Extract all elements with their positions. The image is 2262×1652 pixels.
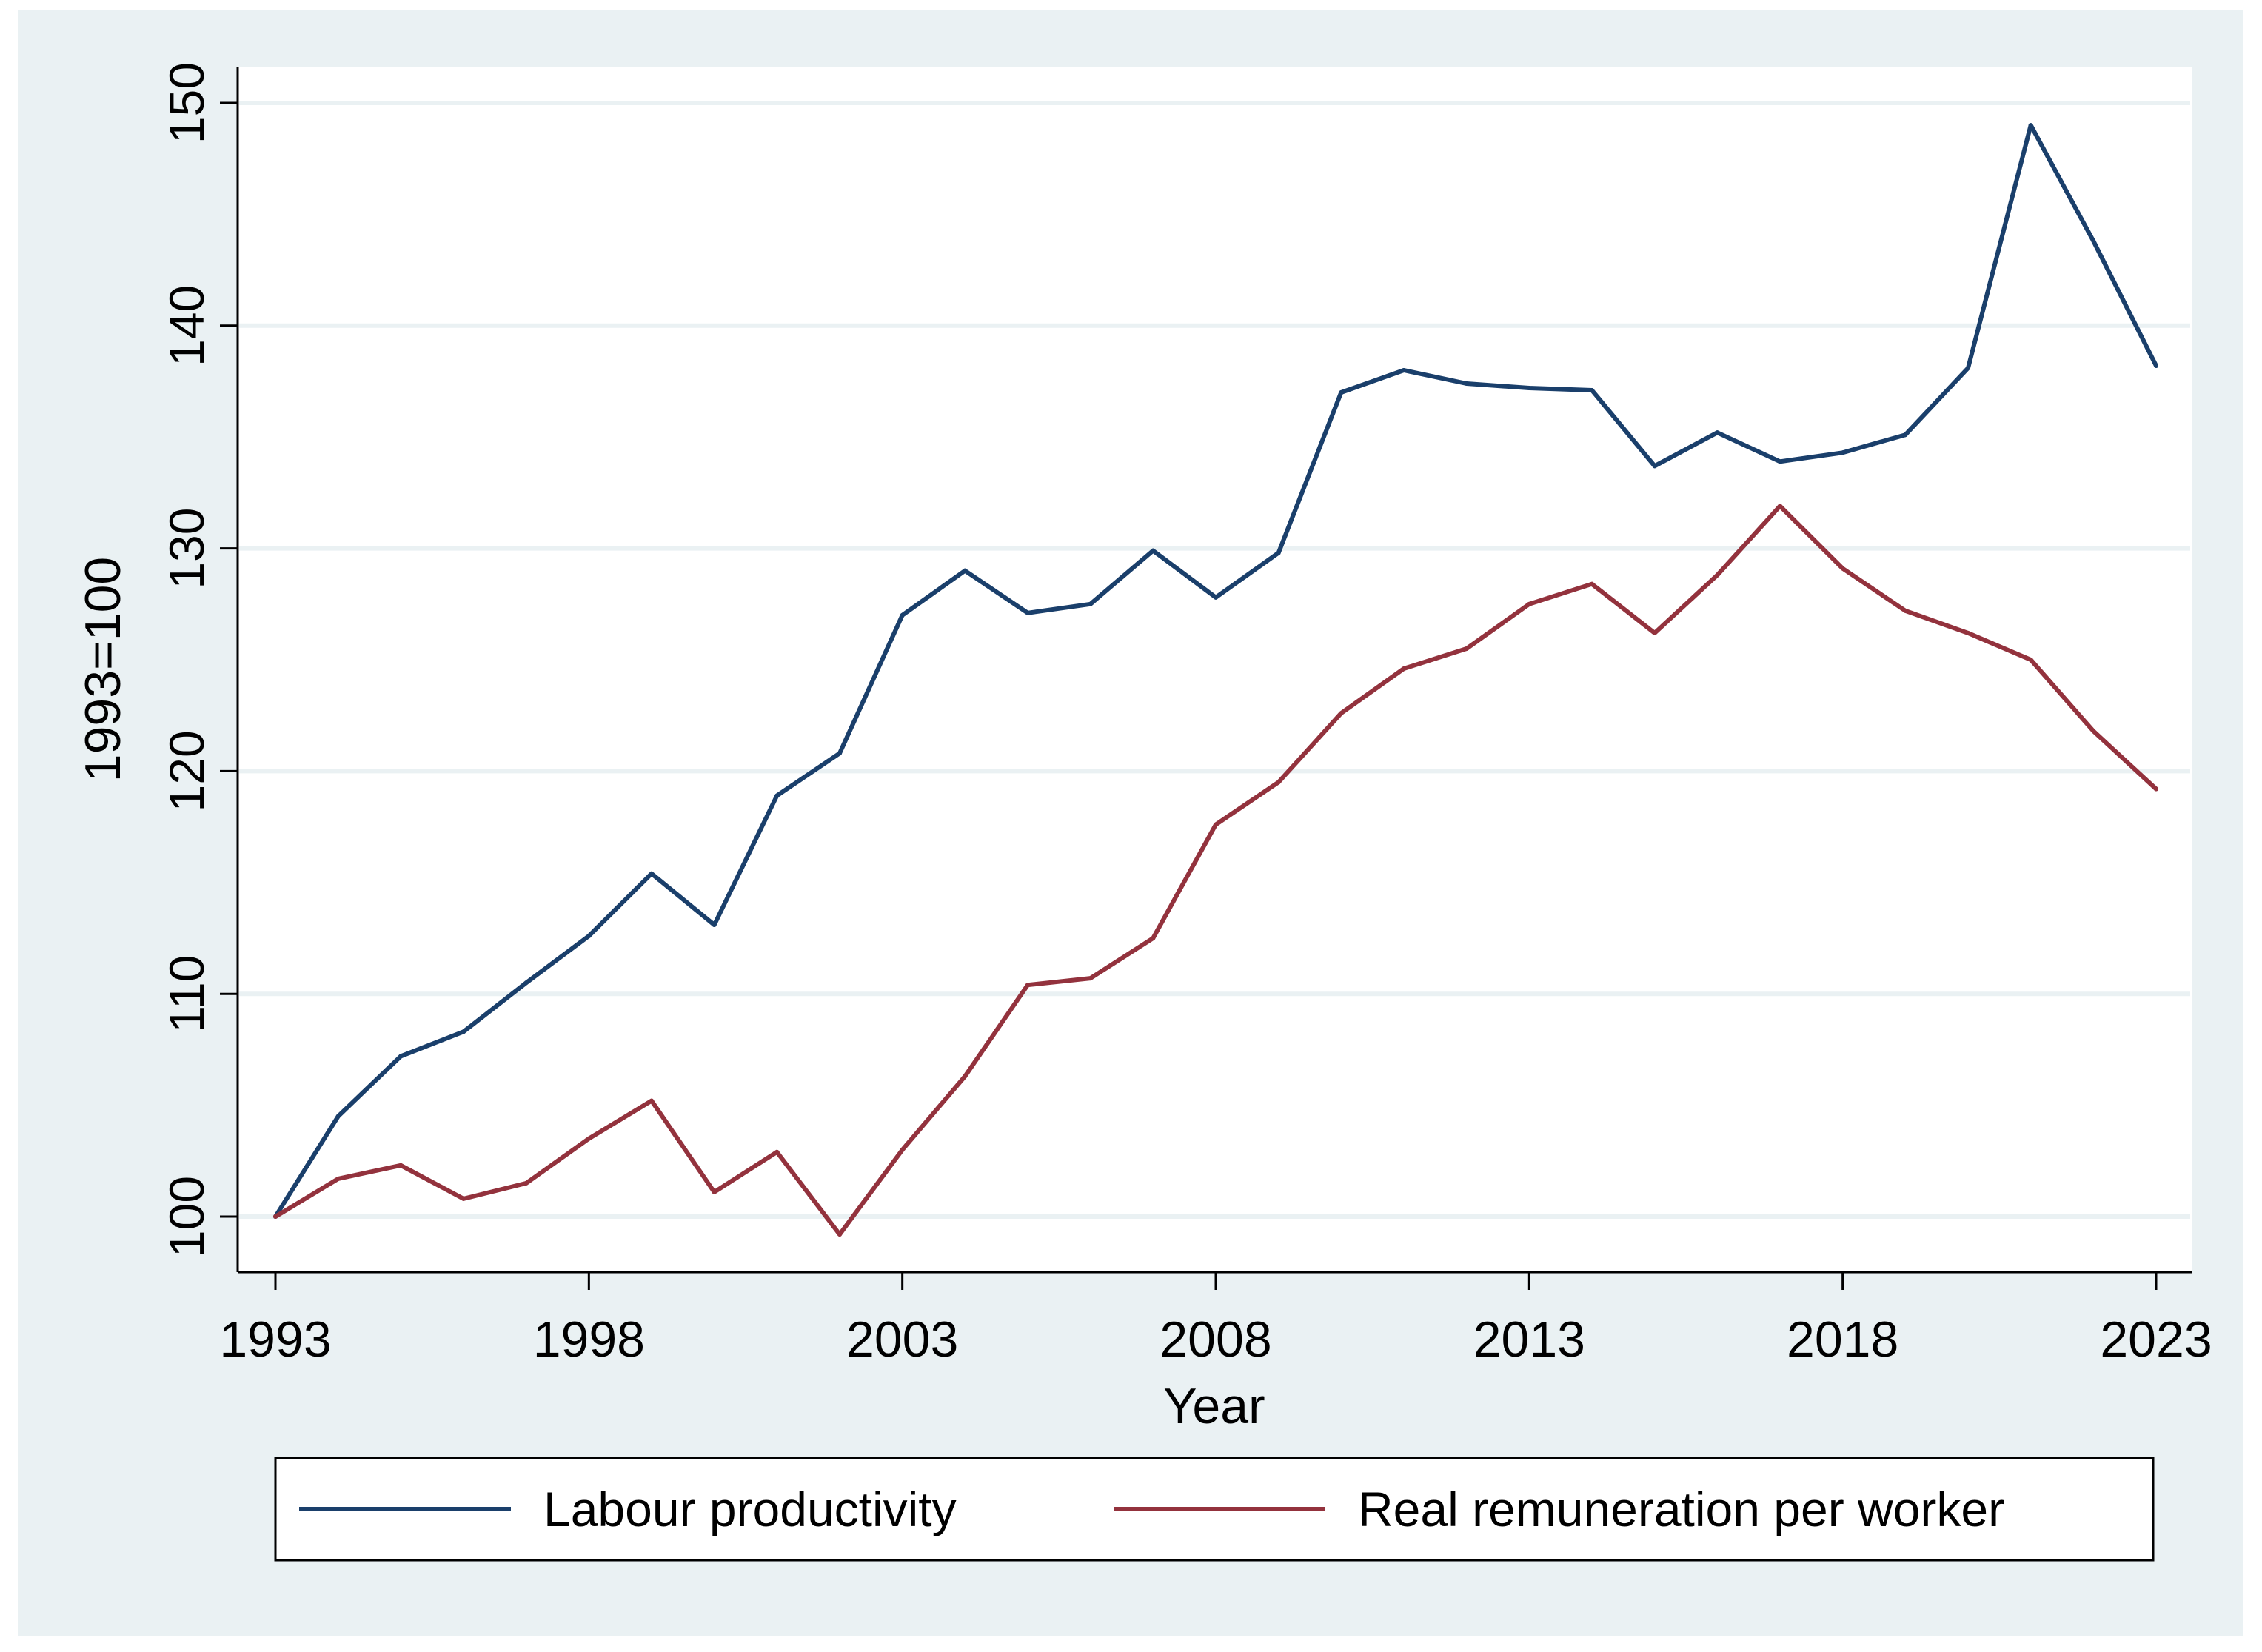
data-point-real-remuneration-per-worker-2012 xyxy=(1464,646,1469,651)
y-tick-label-120: 120 xyxy=(159,730,214,812)
gridlines xyxy=(239,101,2190,1219)
x-tick-label-2018: 2018 xyxy=(1787,1311,1898,1368)
data-point-labour-productivity-2017 xyxy=(1778,459,1782,464)
data-point-real-remuneration-per-worker-2010 xyxy=(1339,711,1344,716)
data-point-real-remuneration-per-worker-2001 xyxy=(774,1149,780,1154)
data-point-real-remuneration-per-worker-1994 xyxy=(335,1176,341,1181)
data-point-real-remuneration-per-worker-2017 xyxy=(1778,504,1782,509)
y-axis-label: 1993=100 xyxy=(75,557,131,782)
data-point-labour-productivity-2008 xyxy=(1214,595,1218,600)
data-point-labour-productivity-1994 xyxy=(335,1114,341,1119)
data-point-real-remuneration-per-worker-2003 xyxy=(900,1147,905,1152)
y-tick-label-110: 110 xyxy=(159,955,214,1033)
legend-label-real-remuneration-per-worker: Real remuneration per worker xyxy=(1358,1482,2004,1536)
data-point-labour-productivity-2001 xyxy=(774,793,780,798)
series-lines xyxy=(273,123,2158,1237)
data-point-labour-productivity-2014 xyxy=(1590,388,1594,393)
data-point-real-remuneration-per-worker-1996 xyxy=(461,1196,466,1201)
data-point-labour-productivity-1999 xyxy=(649,871,654,876)
x-tick-label-2008: 2008 xyxy=(1160,1311,1271,1368)
data-point-real-remuneration-per-worker-2002 xyxy=(837,1232,842,1237)
data-point-real-remuneration-per-worker-1995 xyxy=(398,1163,404,1168)
data-point-real-remuneration-per-worker-2000 xyxy=(712,1189,717,1194)
data-point-real-remuneration-per-worker-2011 xyxy=(1402,666,1406,672)
data-point-labour-productivity-2015 xyxy=(1652,464,1657,469)
data-point-labour-productivity-2013 xyxy=(1527,386,1532,391)
x-tick-label-2023: 2023 xyxy=(2100,1311,2212,1368)
data-point-real-remuneration-per-worker-1997 xyxy=(523,1180,529,1186)
data-point-labour-productivity-2018 xyxy=(1840,450,1845,455)
data-point-real-remuneration-per-worker-2016 xyxy=(1715,572,1720,578)
data-point-real-remuneration-per-worker-2007 xyxy=(1151,936,1156,940)
y-tick-label-100: 100 xyxy=(159,1176,214,1257)
data-point-real-remuneration-per-worker-2021 xyxy=(2028,658,2033,662)
data-point-labour-productivity-2016 xyxy=(1715,430,1720,435)
legend-label-labour-productivity: Labour productivity xyxy=(543,1482,957,1536)
data-point-labour-productivity-2012 xyxy=(1464,381,1469,387)
data-point-labour-productivity-1997 xyxy=(523,980,529,986)
data-point-labour-productivity-2004 xyxy=(963,568,968,573)
data-point-labour-productivity-1995 xyxy=(398,1054,404,1059)
data-point-labour-productivity-2009 xyxy=(1276,550,1281,555)
data-point-labour-productivity-1998 xyxy=(586,933,592,938)
data-point-labour-productivity-2005 xyxy=(1025,610,1030,615)
x-tick-label-2013: 2013 xyxy=(1473,1311,1585,1368)
data-point-real-remuneration-per-worker-2006 xyxy=(1088,976,1093,981)
data-point-labour-productivity-2006 xyxy=(1088,601,1093,606)
data-point-real-remuneration-per-worker-2008 xyxy=(1214,822,1218,827)
x-tick-label-1993: 1993 xyxy=(219,1311,331,1368)
x-tick-label-1998: 1998 xyxy=(533,1311,645,1368)
data-point-labour-productivity-2020 xyxy=(1966,365,1970,370)
y-tick-label-130: 130 xyxy=(159,508,214,589)
data-point-labour-productivity-2021 xyxy=(2028,123,2033,128)
y-tick-label-140: 140 xyxy=(159,285,214,367)
data-point-labour-productivity-2002 xyxy=(837,751,842,756)
data-point-labour-productivity-2007 xyxy=(1151,548,1156,553)
data-point-real-remuneration-per-worker-1998 xyxy=(586,1136,592,1141)
legend: Labour productivity Real remuneration pe… xyxy=(274,1457,2155,1562)
data-point-real-remuneration-per-worker-2019 xyxy=(1903,608,1908,613)
data-point-labour-productivity-2011 xyxy=(1402,367,1406,372)
data-point-real-remuneration-per-worker-1999 xyxy=(649,1098,654,1103)
y-axis-ticks: 100 110 120 130 140 150 xyxy=(159,62,238,1257)
data-point-real-remuneration-per-worker-2020 xyxy=(1966,630,1970,635)
data-point-real-remuneration-per-worker-1993 xyxy=(273,1214,278,1219)
data-point-real-remuneration-per-worker-2015 xyxy=(1652,630,1657,635)
data-point-labour-productivity-2000 xyxy=(712,922,717,927)
data-point-labour-productivity-2019 xyxy=(1903,432,1908,438)
data-point-real-remuneration-per-worker-2023 xyxy=(2154,786,2158,792)
data-point-labour-productivity-2003 xyxy=(900,612,905,618)
data-point-real-remuneration-per-worker-2013 xyxy=(1527,601,1532,606)
data-point-real-remuneration-per-worker-2005 xyxy=(1025,983,1030,988)
data-point-real-remuneration-per-worker-2022 xyxy=(2091,729,2096,734)
data-point-labour-productivity-2022 xyxy=(2091,238,2096,244)
data-point-labour-productivity-1996 xyxy=(461,1029,466,1034)
data-point-real-remuneration-per-worker-2014 xyxy=(1590,581,1594,586)
data-point-labour-productivity-2010 xyxy=(1339,390,1344,395)
data-point-real-remuneration-per-worker-2009 xyxy=(1276,780,1281,785)
y-tick-label-150: 150 xyxy=(159,62,214,144)
data-point-real-remuneration-per-worker-2018 xyxy=(1840,566,1845,571)
data-point-real-remuneration-per-worker-2004 xyxy=(963,1074,968,1079)
x-axis-label: Year xyxy=(1163,1378,1265,1434)
series-points-real-remuneration-per-worker xyxy=(273,504,2158,1237)
data-point-labour-productivity-2023 xyxy=(2154,363,2158,368)
x-tick-label-2003: 2003 xyxy=(846,1311,958,1368)
plot-area xyxy=(238,67,2192,1272)
x-axis-ticks: 1993 1998 2003 2008 2013 2018 2023 xyxy=(219,1272,2212,1368)
